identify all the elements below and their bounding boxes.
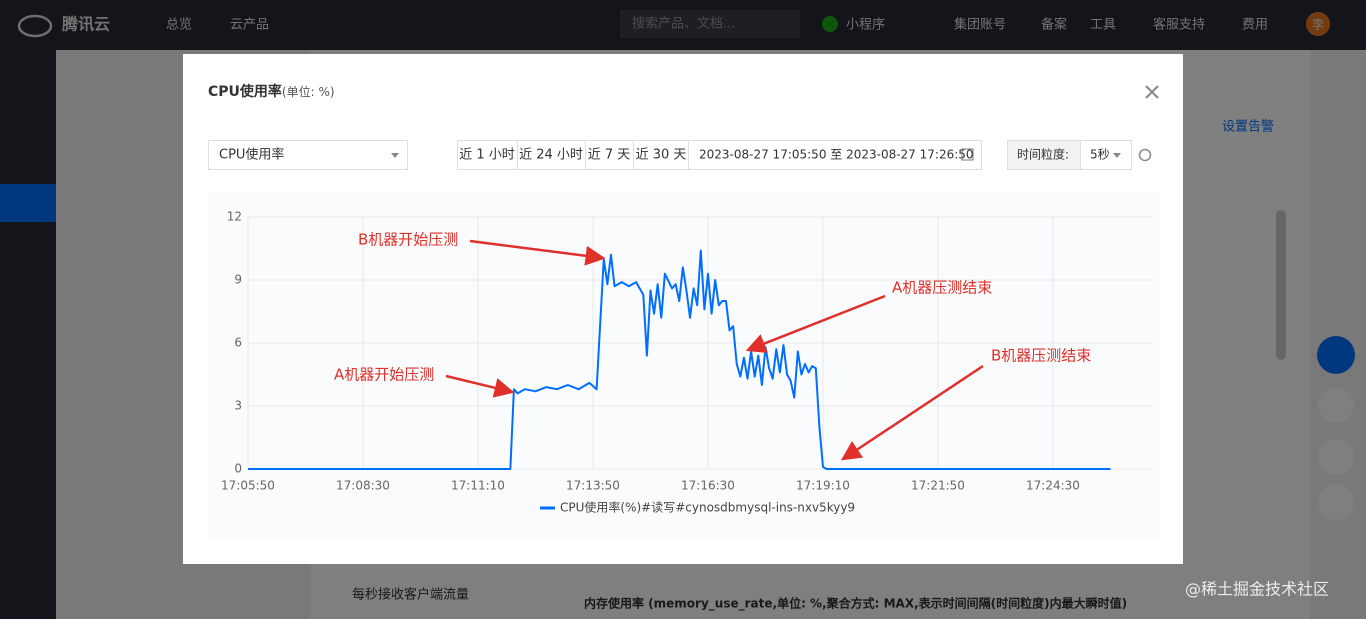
annotation-arrow [840, 364, 984, 461]
annotation: A机器压测结束 [892, 279, 992, 297]
y-tick-label: 6 [234, 336, 242, 350]
time-btn-text: 近 24 小时 [519, 148, 583, 163]
watermark: @稀土掘金技术社区 [1185, 580, 1329, 599]
x-tick-label: 17:24:30 [1026, 479, 1080, 493]
y-tick-label: 9 [234, 273, 242, 287]
annotation-arrow [469, 239, 606, 266]
title-main: CPU使用率 [208, 83, 282, 100]
title-unit: (单位: %) [282, 84, 335, 99]
chart: 0 3 6 9 12 17:05:50 17:08:30 17:11:10 17:13:50 17… [221, 210, 1154, 515]
y-tick-label: 3 [234, 399, 242, 413]
time-btn[interactable] [517, 140, 586, 170]
metric-select[interactable] [208, 140, 408, 170]
x-tick-label: 17:16:30 [681, 479, 735, 493]
calendar-icon [961, 148, 974, 161]
x-tick-label: 17:21:50 [911, 479, 965, 493]
close-button[interactable] [1145, 85, 1159, 99]
x-tick-label: 17:19:10 [796, 479, 850, 493]
time-btn-text: 近 1 小时 [459, 148, 515, 163]
time-range-group: 近 1 小时 近 24 小时 近 7 天 近 30 天 [457, 140, 689, 170]
granularity-select[interactable] [1080, 140, 1132, 170]
x-tick-label: 17:11:10 [451, 479, 505, 493]
modal-title: CPU使用率(单位: %) [208, 83, 335, 100]
x-tick-label: 17:13:50 [566, 479, 620, 493]
x-tick-label: 17:08:30 [336, 479, 390, 493]
annotation: A机器开始压测 [334, 366, 434, 384]
time-btn-text: 近 7 天 [588, 148, 631, 163]
data-line [248, 249, 1111, 470]
legend-label: CPU使用率(%)#读写#cynosdbmysql-ins-nxv5kyy9 [560, 500, 855, 515]
annotation-arrow [445, 374, 515, 398]
time-btn-text: 近 30 天 [636, 148, 687, 163]
annotation-arrow [745, 294, 886, 353]
caret [391, 153, 399, 158]
y-tick-label: 0 [234, 462, 242, 476]
time-btn[interactable] [585, 140, 634, 170]
annotation: B机器压测结束 [991, 347, 1091, 365]
refresh-button[interactable] [1138, 148, 1152, 162]
chart-area [208, 192, 1160, 540]
caret [1113, 153, 1121, 158]
x-tick-label: 17:05:50 [221, 479, 275, 493]
y-tick-label: 12 [227, 210, 242, 224]
metric-select-text: CPU使用率 [219, 147, 284, 163]
granularity-label-box [1007, 140, 1081, 170]
annotation: B机器开始压测 [358, 231, 458, 249]
granularity-value: 5秒 [1090, 148, 1110, 162]
granularity-label: 时间粒度: [1017, 147, 1069, 162]
date-range-text: 2023-08-27 17:05:50 至 2023-08-27 17:26:5… [699, 148, 974, 162]
date-range-picker[interactable] [688, 140, 982, 170]
